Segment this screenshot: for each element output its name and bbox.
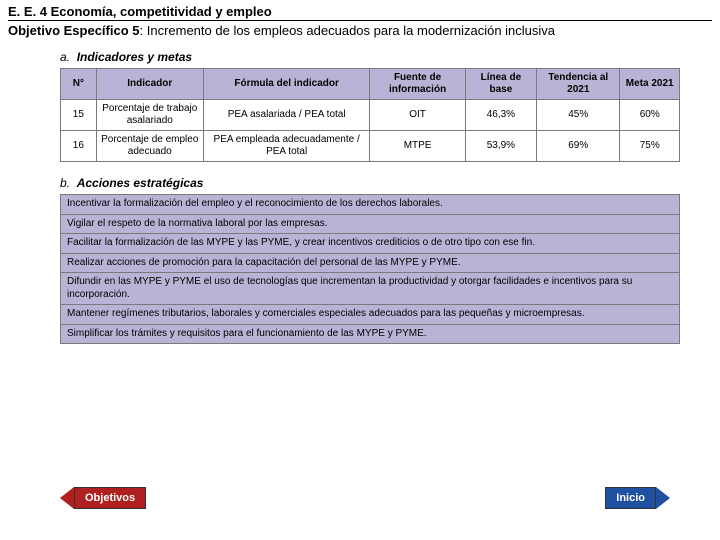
cell: 69% xyxy=(537,131,620,162)
objective-label: Objetivo Específico 5 xyxy=(8,23,140,38)
table-row: 15 Porcentaje de trabajo asalariado PEA … xyxy=(61,100,680,131)
page-header: E. E. 4 Economía, competitividad y emple… xyxy=(0,0,720,40)
objetivos-label: Objetivos xyxy=(74,487,146,509)
cell: 45% xyxy=(537,100,620,131)
content: a. Indicadores y metas N° Indicador Fórm… xyxy=(0,40,720,344)
cell: 15 xyxy=(61,100,97,131)
action-cell: Difundir en las MYPE y PYME el uso de te… xyxy=(61,273,680,305)
action-row: Incentivar la formalización del empleo y… xyxy=(61,195,680,215)
action-cell: Vigilar el respeto de la normativa labor… xyxy=(61,214,680,234)
action-row: Mantener regímenes tributarios, laborale… xyxy=(61,305,680,325)
cell: PEA asalariada / PEA total xyxy=(203,100,370,131)
actions-table: Incentivar la formalización del empleo y… xyxy=(60,194,680,344)
arrow-right-icon xyxy=(656,487,670,509)
cell: OIT xyxy=(370,100,465,131)
inicio-button[interactable]: Inicio xyxy=(605,486,670,510)
th-base: Línea de base xyxy=(465,69,536,100)
objective-text: : Incremento de los empleos adecuados pa… xyxy=(140,23,556,38)
action-row: Vigilar el respeto de la normativa labor… xyxy=(61,214,680,234)
cell: PEA empleada adecuadamente / PEA total xyxy=(203,131,370,162)
action-cell: Simplificar los trámites y requisitos pa… xyxy=(61,324,680,344)
header-objective: Objetivo Específico 5: Incremento de los… xyxy=(8,21,712,38)
th-indicador: Indicador xyxy=(96,69,203,100)
section-a-label: a. Indicadores y metas xyxy=(60,50,680,64)
section-a-letter: a. xyxy=(60,50,70,64)
cell: 60% xyxy=(620,100,680,131)
action-row: Difundir en las MYPE y PYME el uso de te… xyxy=(61,273,680,305)
table-row: 16 Porcentaje de empleo adecuado PEA emp… xyxy=(61,131,680,162)
cell: Porcentaje de trabajo asalariado xyxy=(96,100,203,131)
action-cell: Incentivar la formalización del empleo y… xyxy=(61,195,680,215)
cell: MTPE xyxy=(370,131,465,162)
th-formula: Fórmula del indicador xyxy=(203,69,370,100)
cell: 53,9% xyxy=(465,131,536,162)
section-b-letter: b. xyxy=(60,176,70,190)
cell: 16 xyxy=(61,131,97,162)
action-row: Facilitar la formalización de las MYPE y… xyxy=(61,234,680,254)
section-b-title: Acciones estratégicas xyxy=(77,176,204,190)
section-b-label: b. Acciones estratégicas xyxy=(60,176,680,190)
action-cell: Realizar acciones de promoción para la c… xyxy=(61,253,680,273)
inicio-label: Inicio xyxy=(605,487,656,509)
th-meta: Meta 2021 xyxy=(620,69,680,100)
th-fuente: Fuente de información xyxy=(370,69,465,100)
th-num: N° xyxy=(61,69,97,100)
th-tendencia: Tendencia al 2021 xyxy=(537,69,620,100)
cell: 75% xyxy=(620,131,680,162)
section-a-title: Indicadores y metas xyxy=(77,50,192,64)
action-cell: Mantener regímenes tributarios, laborale… xyxy=(61,305,680,325)
indicators-table: N° Indicador Fórmula del indicador Fuent… xyxy=(60,68,680,162)
action-cell: Facilitar la formalización de las MYPE y… xyxy=(61,234,680,254)
action-row: Simplificar los trámites y requisitos pa… xyxy=(61,324,680,344)
arrow-left-icon xyxy=(60,487,74,509)
header-section-title: E. E. 4 Economía, competitividad y emple… xyxy=(8,4,712,21)
indicators-header-row: N° Indicador Fórmula del indicador Fuent… xyxy=(61,69,680,100)
cell: Porcentaje de empleo adecuado xyxy=(96,131,203,162)
action-row: Realizar acciones de promoción para la c… xyxy=(61,253,680,273)
objetivos-button[interactable]: Objetivos xyxy=(60,486,146,510)
cell: 46,3% xyxy=(465,100,536,131)
